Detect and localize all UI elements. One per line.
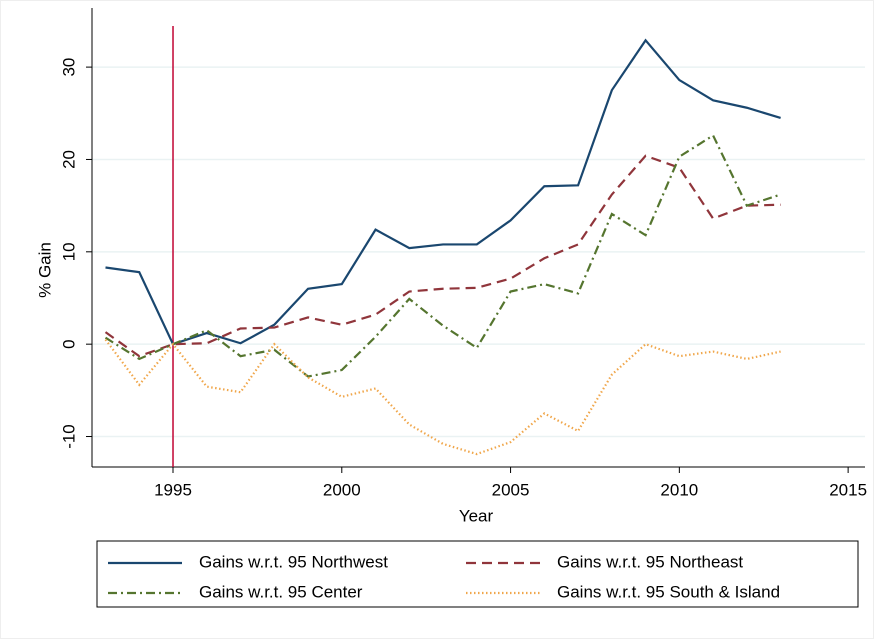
series-line: [104, 133, 781, 378]
y-tick-label: 0: [59, 339, 78, 348]
x-tick-label: 1995: [154, 480, 192, 499]
x-tick-label: 2005: [492, 480, 530, 499]
legend-label: Gains w.r.t. 95 South & Island: [557, 582, 780, 601]
series-line: [105, 38, 781, 346]
y-tick-label: 20: [59, 150, 78, 169]
legend-label: Gains w.r.t. 95 Center: [199, 582, 363, 601]
x-tick-label: 2015: [829, 480, 867, 499]
x-tick-label: 2010: [660, 480, 698, 499]
y-axis-label: % Gain: [35, 242, 54, 298]
legend-label: Gains w.r.t. 95 Northwest: [199, 552, 388, 571]
x-tick-label: 2000: [323, 480, 361, 499]
legend-box: [96, 540, 859, 608]
y-tick-label: 30: [59, 58, 78, 77]
x-axis-label: Year: [459, 506, 494, 525]
y-tick-label: 10: [59, 242, 78, 261]
y-tick-label: -10: [59, 424, 78, 449]
legend-label: Gains w.r.t. 95 Northeast: [557, 552, 743, 571]
series-line: [104, 154, 781, 358]
